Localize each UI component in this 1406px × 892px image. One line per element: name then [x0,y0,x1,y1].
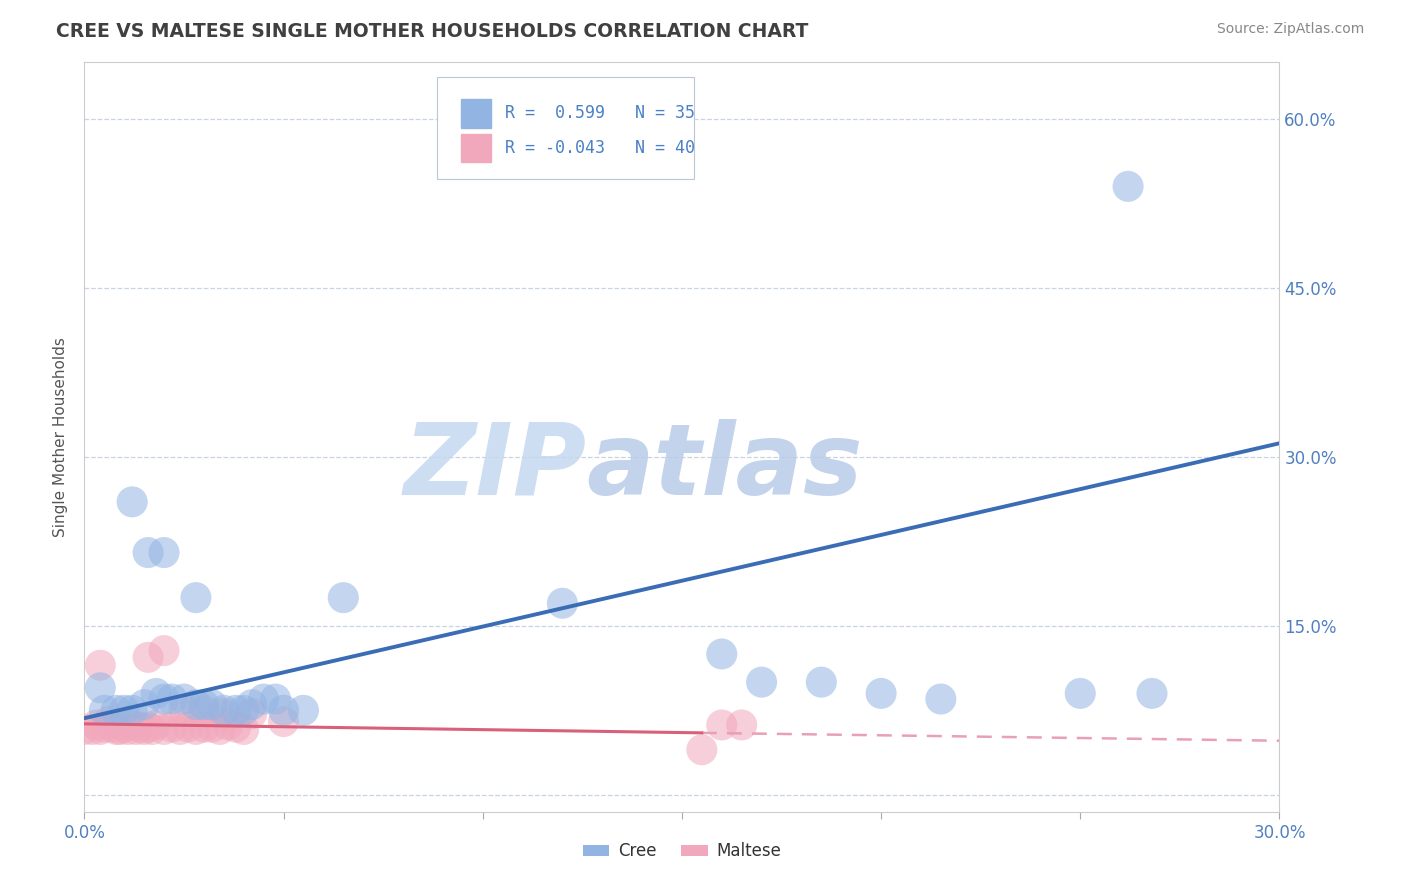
Point [160,720,183,734]
FancyBboxPatch shape [437,78,695,178]
Point [153,723,176,737]
Point [129,720,152,734]
Point [551,596,574,610]
Point [89,658,111,673]
Y-axis label: Single Mother Households: Single Mother Households [53,337,69,537]
Point [145,686,167,700]
Point [136,720,159,734]
Point [751,675,773,690]
Point [82,723,104,737]
Point [870,686,893,700]
Point [710,718,733,732]
Point [136,650,159,665]
Point [121,495,143,509]
Point [145,718,167,732]
Point [105,723,128,737]
Point [86,718,108,732]
Point [125,723,148,737]
Point [117,723,139,737]
Point [173,692,195,706]
Text: CREE VS MALTESE SINGLE MOTHER HOUSEHOLDS CORRELATION CHART: CREE VS MALTESE SINGLE MOTHER HOUSEHOLDS… [56,22,808,41]
Text: Source: ZipAtlas.com: Source: ZipAtlas.com [1216,22,1364,37]
Point [212,703,235,717]
Point [253,692,276,706]
Point [1116,179,1139,194]
Point [121,703,143,717]
Point [264,692,287,706]
Point [217,718,239,732]
Point [97,714,120,729]
Point [193,703,215,717]
Point [273,714,295,729]
Point [208,723,231,737]
Bar [461,134,491,162]
Point [132,723,156,737]
Point [160,692,183,706]
Point [101,720,124,734]
Point [173,703,195,717]
Point [1140,686,1163,700]
Text: R =  0.599   N = 35: R = 0.599 N = 35 [505,104,695,122]
Point [132,698,156,712]
Point [89,723,111,737]
Point [232,723,254,737]
Point [93,703,115,717]
Point [201,698,224,712]
Point [177,720,200,734]
Point [273,703,295,717]
Point [212,706,235,721]
Point [690,743,713,757]
Point [184,723,207,737]
Point [810,675,832,690]
Point [225,703,247,717]
Point [332,591,354,605]
Point [93,720,115,734]
Point [193,720,215,734]
Point [193,698,215,712]
Point [184,591,207,605]
Point [141,723,163,737]
Point [169,723,191,737]
Legend: Cree, Maltese: Cree, Maltese [576,836,787,867]
Point [153,692,176,706]
Point [201,720,224,734]
Point [153,643,176,657]
Text: ZIP: ZIP [404,418,586,516]
Point [136,545,159,559]
Bar [461,99,491,128]
Point [292,703,315,717]
Point [121,718,143,732]
Point [1069,686,1091,700]
Point [232,703,254,717]
Point [89,681,111,695]
Point [153,545,176,559]
Text: R = -0.043   N = 40: R = -0.043 N = 40 [505,139,695,157]
Point [112,720,135,734]
Point [225,720,247,734]
Point [240,698,263,712]
Point [73,723,96,737]
Point [105,703,128,717]
Text: atlas: atlas [586,418,863,516]
Point [112,703,135,717]
Point [184,698,207,712]
Point [110,723,132,737]
Point [710,647,733,661]
Point [240,706,263,721]
Point [929,692,952,706]
Point [731,718,754,732]
